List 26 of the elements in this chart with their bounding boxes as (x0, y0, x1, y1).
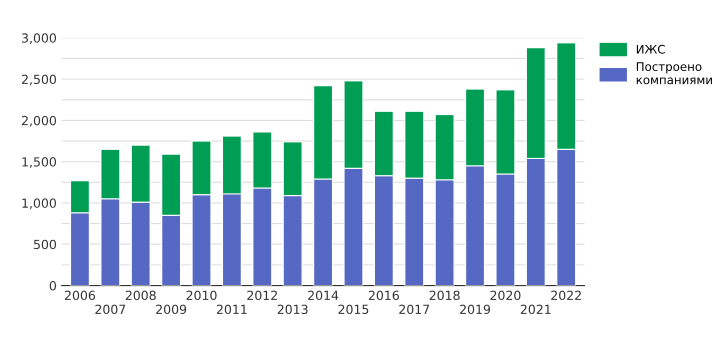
x-tick-label: 2011 (216, 304, 247, 314)
x-tick-label: 2008 (126, 290, 156, 300)
x-tick-label: 2010 (186, 290, 217, 300)
y-tick-label: 3,000 (22, 33, 56, 44)
x-tick-label: 2017 (399, 304, 430, 314)
y-tick-label: 1,000 (22, 198, 56, 210)
y-tick-label: 2,500 (22, 74, 56, 86)
x-tick-label: 2018 (430, 290, 460, 300)
legend-label: Построено компаниями (636, 62, 712, 84)
legend-label: ИЖС (636, 44, 665, 54)
x-tick-label: 2014 (308, 290, 338, 300)
y-tick-label: 0 (50, 280, 56, 290)
x-tick-label: 2013 (278, 304, 308, 314)
x-tick-label: 2020 (490, 290, 520, 300)
y-tick-label: 500 (34, 240, 56, 250)
x-tick-label: 2019 (460, 304, 490, 314)
x-tick-label: 2012 (247, 290, 277, 300)
y-tick-label: 1,500 (22, 157, 56, 168)
x-tick-label: 2009 (156, 304, 186, 314)
x-tick-label: 2022 (551, 290, 581, 300)
x-tick-label: 2016 (368, 290, 399, 300)
x-tick-label: 2007 (95, 304, 126, 314)
x-tick-label: 2015 (338, 304, 368, 314)
x-tick-label: 2021 (520, 304, 551, 314)
x-tick-label: 2006 (64, 290, 96, 300)
y-tick-label: 2,000 (22, 116, 56, 127)
